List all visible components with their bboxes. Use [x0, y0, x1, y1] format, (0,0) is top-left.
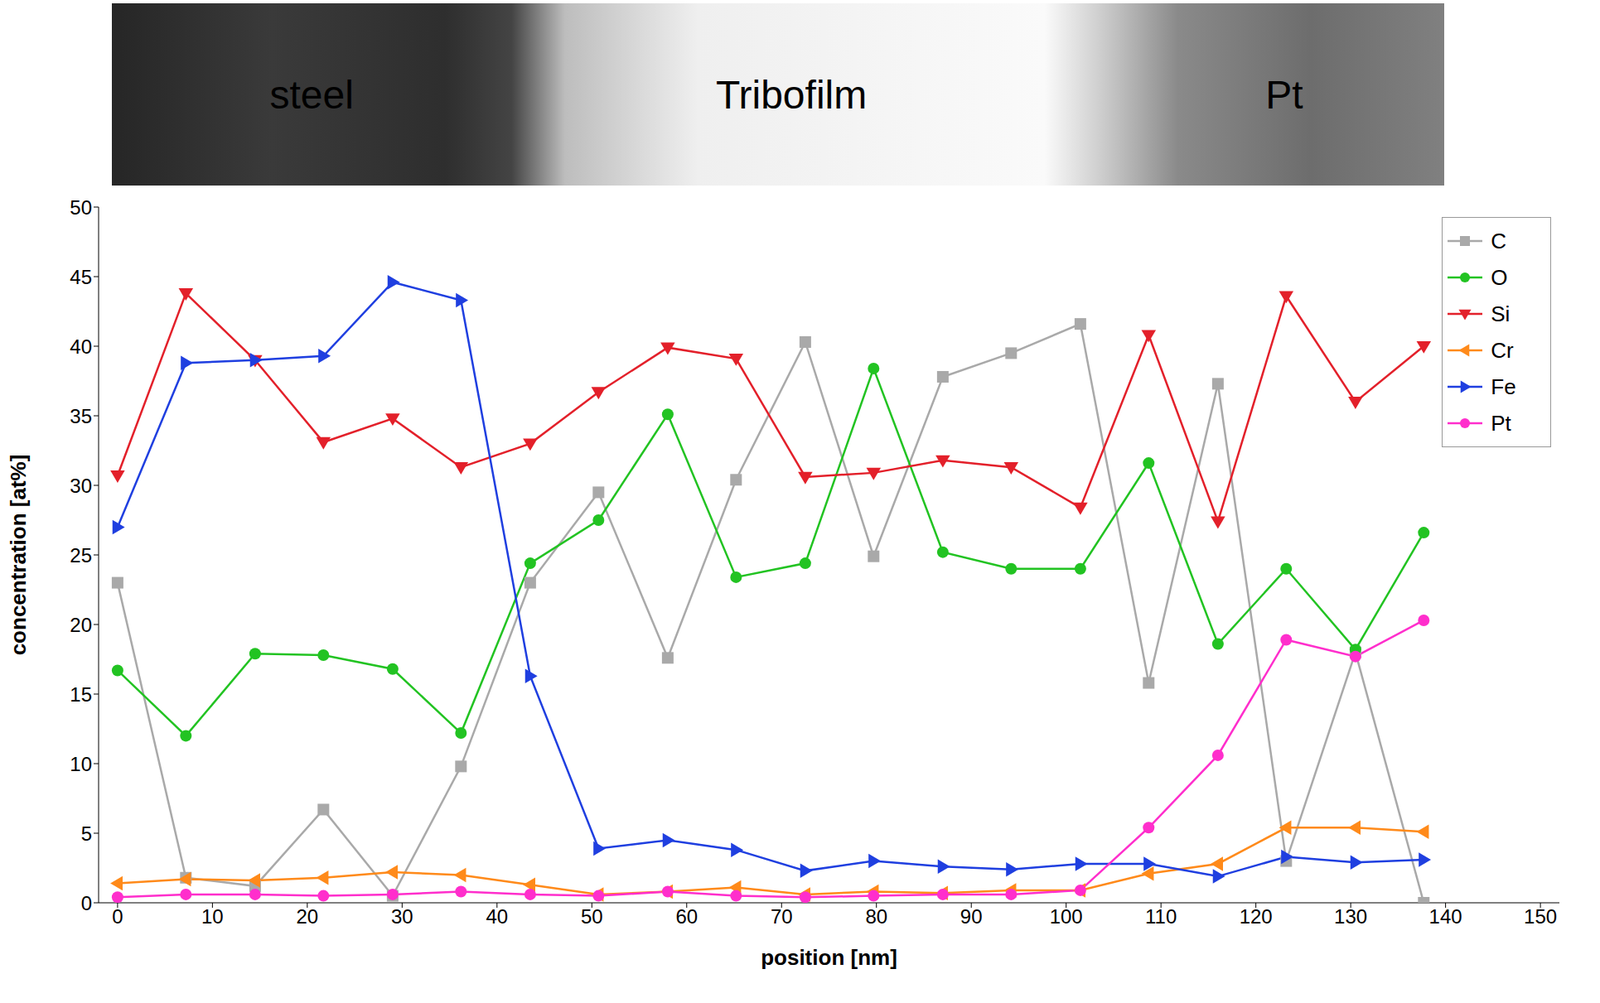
- html-text:O: O: [1490, 264, 1508, 290]
- svg-text:10: 10: [69, 753, 92, 776]
- svg-text:0: 0: [81, 892, 92, 915]
- html-text:Pt: Pt: [1265, 72, 1304, 117]
- svg-text:15: 15: [69, 683, 92, 706]
- svg-text:80: 80: [865, 905, 888, 929]
- html-text:Tribofilm: Tribofilm: [715, 72, 867, 117]
- svg-text:40: 40: [485, 905, 508, 929]
- svg-text:20: 20: [69, 613, 92, 637]
- svg-text:25: 25: [69, 544, 92, 567]
- svg-text:45: 45: [69, 265, 92, 289]
- svg-text:70: 70: [770, 905, 793, 929]
- svg-text:35: 35: [69, 405, 92, 428]
- html-text:C: C: [1490, 228, 1507, 254]
- svg-text:50: 50: [580, 905, 604, 929]
- svg-text:90: 90: [960, 905, 983, 929]
- svg-text:140: 140: [1429, 905, 1463, 929]
- svg-text:concentration [at%]: concentration [at%]: [5, 454, 31, 657]
- svg-text:30: 30: [391, 905, 414, 929]
- html-text:Si: Si: [1490, 301, 1511, 327]
- svg-text:130: 130: [1334, 905, 1368, 929]
- svg-text:100: 100: [1049, 905, 1083, 929]
- svg-text:60: 60: [675, 905, 698, 929]
- svg-text:position [nm]: position [nm]: [760, 945, 898, 971]
- svg-text:110: 110: [1145, 905, 1177, 929]
- svg-text:20: 20: [296, 905, 320, 929]
- svg-text:120: 120: [1239, 905, 1273, 929]
- svg-text:40: 40: [69, 335, 92, 358]
- html-text:Cr: Cr: [1490, 337, 1514, 363]
- svg-text:5: 5: [81, 822, 92, 846]
- svg-text:50: 50: [69, 196, 92, 219]
- html-text:Pt: Pt: [1490, 410, 1512, 436]
- svg-text:30: 30: [69, 474, 92, 498]
- html-text:steel: steel: [269, 72, 354, 117]
- svg-text:150: 150: [1523, 905, 1557, 929]
- html-text:Fe: Fe: [1490, 374, 1516, 399]
- svg-text:10: 10: [201, 905, 224, 929]
- svg-text:0: 0: [111, 905, 123, 929]
